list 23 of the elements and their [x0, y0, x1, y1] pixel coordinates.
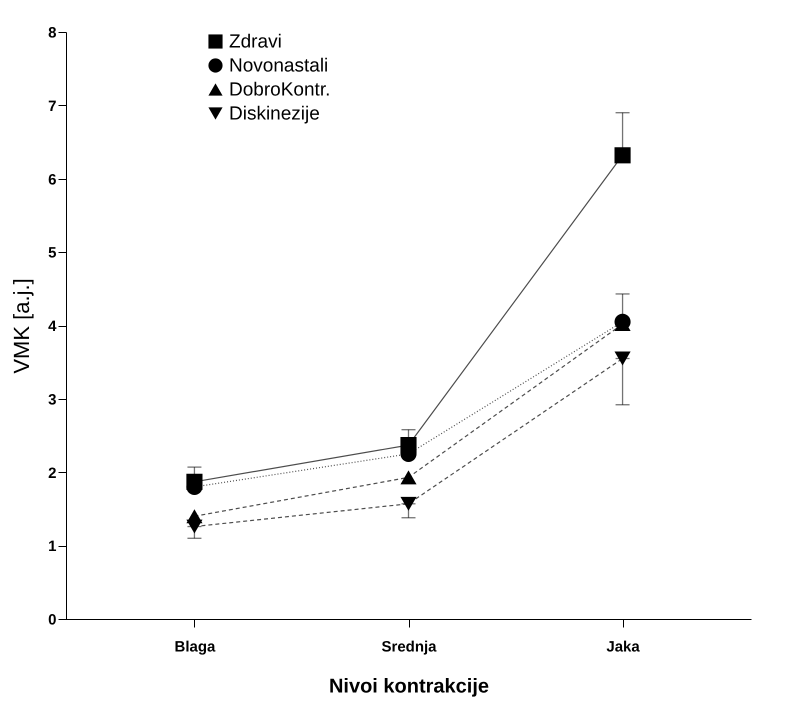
- legend-label: Novonastali: [229, 56, 328, 76]
- y-tick-label: 4: [48, 318, 58, 335]
- y-tick-label: 3: [48, 391, 56, 408]
- x-axis-title: Nivoi kontrakcije: [328, 676, 490, 698]
- y-tick-label: 7: [48, 98, 56, 115]
- y-tick-label: 6: [48, 171, 56, 188]
- y-tick-label: 2: [48, 464, 56, 482]
- y-tick-label: 5: [48, 244, 56, 262]
- legend-label: DobroKontr.: [229, 80, 330, 100]
- x-tick-label: Blaga: [174, 638, 216, 656]
- y-tick-label: 0: [48, 612, 56, 628]
- legend-label: Diskinezije: [229, 104, 320, 124]
- legend-label: Zdravi: [229, 32, 282, 52]
- point: [614, 147, 631, 164]
- point: [186, 520, 202, 534]
- x-tick-label: Jaka: [606, 638, 640, 656]
- y-axis-title: VMK [a.j.]: [9, 278, 34, 374]
- x-tick-label: Srednja: [381, 638, 438, 656]
- y-tick-label: 8: [48, 24, 56, 42]
- point: [400, 470, 417, 484]
- point: [400, 496, 417, 511]
- y-tick-label: 1: [48, 538, 56, 556]
- point: [614, 352, 631, 366]
